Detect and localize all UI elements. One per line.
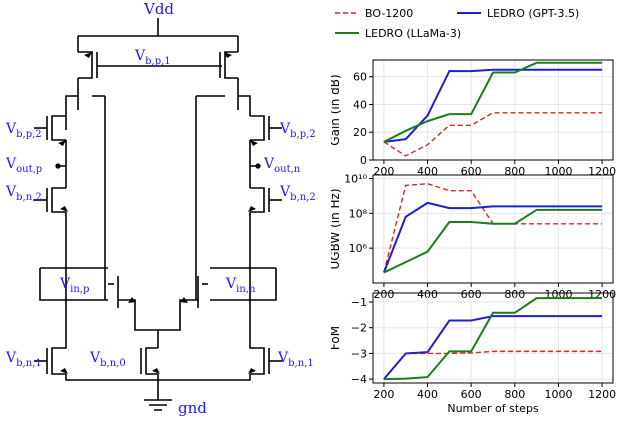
y-tick-label: −3 [351,347,367,360]
series-line [383,68,603,143]
x-tick-label: 600 [461,388,482,401]
vbn2-left-label: Vb,n,2 [5,184,42,203]
x-tick-label: 1200 [588,388,616,401]
y-tick-label: −4 [351,373,367,386]
performance-plots: BO-1200 LEDRO (GPT-3.5) LEDRO (LLaMa-3) … [331,7,616,415]
y-tick-label: 40 [353,98,367,111]
legend-label-gpt: LEDRO (GPT-3.5) [487,7,579,20]
chart-panel-3: −4 −3 −2 −1 200 400 600 800 1000 1200 FoM Number of… [331,292,616,415]
y-axis-label: FoM [331,326,342,350]
circuit-schematic: Vdd gnd Vb,p,1 Vb,p,2 Vb,p,2 Vout,p Vout… [5,0,316,417]
plot-frame [372,174,614,284]
y-tick-label: −1 [351,296,367,309]
x-axis-label: Number of steps [447,402,539,415]
y-tick-label: 10¹⁰ [344,172,367,185]
legend-label-llama: LEDRO (LLaMa-3) [365,27,461,40]
vbn0-label: Vb,n,0 [89,350,126,369]
x-tick-label: 1000 [544,388,572,401]
vbn1-right-label: Vb,n,1 [277,350,314,369]
gnd-label: gnd [178,399,207,417]
series-line [383,183,603,273]
series-line [383,297,603,381]
plot-frame [372,292,614,384]
vbp1-label: Vb,p,1 [134,48,171,67]
y-axis-label: UGBW (in Hz) [331,188,342,269]
series-line [383,315,603,380]
vinp-label: Vin,p [59,276,89,295]
voutp-label: Vout,p [5,156,42,175]
vinn-label: Vin,n [225,276,256,295]
series-line [383,208,603,274]
series-line [383,112,603,157]
x-tick-label: 200 [373,388,394,401]
vbn2-right-label: Vb,n,2 [279,184,316,203]
vbp2-left-label: Vb,p,2 [5,121,42,140]
legend: BO-1200 LEDRO (GPT-3.5) LEDRO (LLaMa-3) [335,7,579,40]
y-tick-label: 0 [360,154,367,167]
vdd-label: Vdd [143,0,174,18]
y-tick-label: 10⁶ [349,242,368,255]
y-tick-label: −2 [351,322,367,335]
y-tick-label: 60 [353,71,367,84]
series-line [383,350,603,380]
series-line [382,201,603,273]
vbn1-left-label: Vb,n,1 [5,350,42,369]
y-tick-label: 10⁸ [349,207,368,220]
plot-frame [372,59,614,161]
x-tick-label: 400 [417,388,438,401]
legend-label-bo: BO-1200 [365,7,413,20]
y-tick-label: 20 [353,126,367,139]
y-axis-label: Gain (in dB) [331,74,342,145]
vbp2-right-label: Vb,p,2 [279,121,316,140]
x-tick-label: 800 [504,388,525,401]
voutn-label: Vout,n [263,156,301,175]
series-line [383,61,603,143]
